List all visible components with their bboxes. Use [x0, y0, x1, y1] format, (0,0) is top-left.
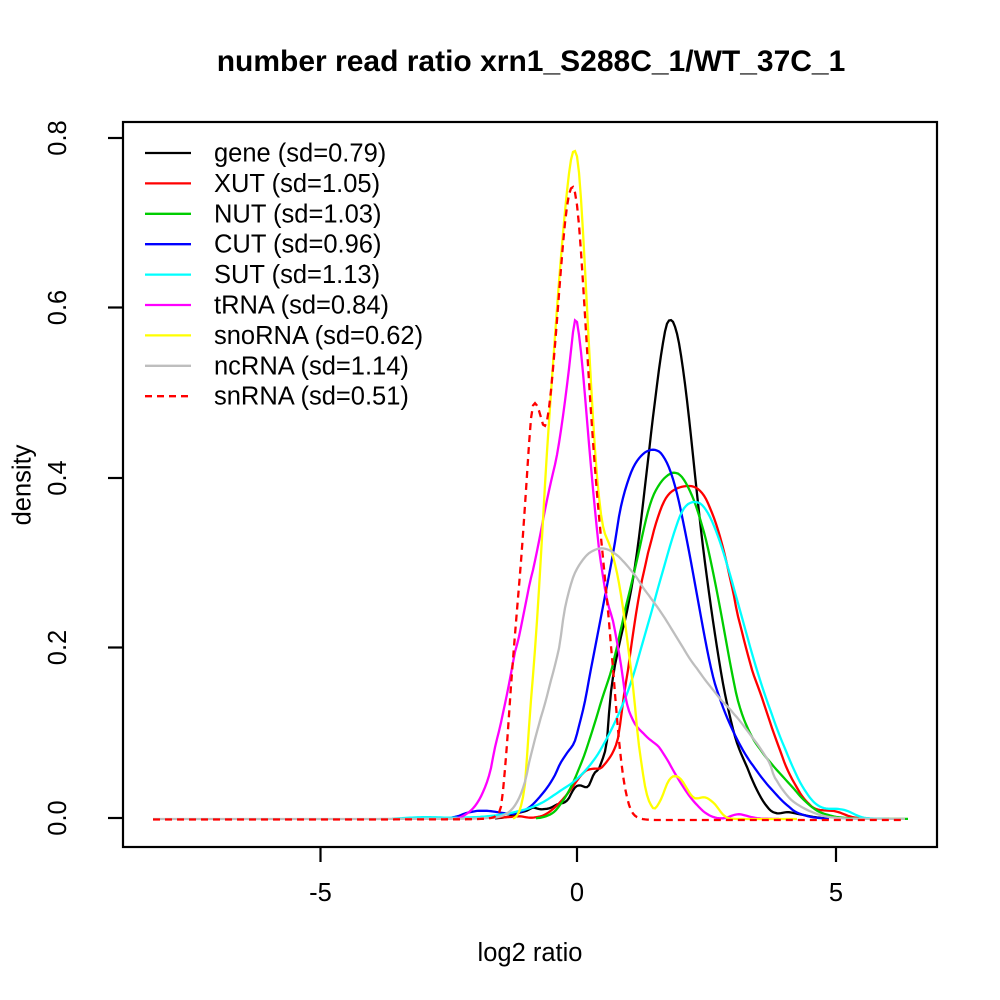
svg-text:0.0: 0.0 — [44, 800, 72, 835]
svg-text:SUT (sd=1.13): SUT (sd=1.13) — [214, 261, 380, 289]
svg-text:0.8: 0.8 — [44, 120, 72, 155]
svg-text:0.2: 0.2 — [44, 630, 72, 665]
svg-text:snRNA (sd=0.51): snRNA (sd=0.51) — [214, 383, 409, 411]
svg-text:gene (sd=0.79): gene (sd=0.79) — [214, 140, 386, 168]
svg-text:number read ratio xrn1_S288C_1: number read ratio xrn1_S288C_1/WT_37C_1 — [217, 45, 846, 78]
svg-text:density: density — [9, 444, 37, 525]
svg-text:NUT (sd=1.03): NUT (sd=1.03) — [214, 200, 381, 228]
svg-text:snoRNA (sd=0.62): snoRNA (sd=0.62) — [214, 322, 423, 350]
svg-text:CUT (sd=0.96): CUT (sd=0.96) — [214, 231, 381, 259]
svg-text:-5: -5 — [309, 879, 332, 907]
svg-text:0.6: 0.6 — [44, 290, 72, 325]
svg-text:0: 0 — [570, 879, 584, 907]
svg-text:tRNA (sd=0.84): tRNA (sd=0.84) — [214, 292, 389, 320]
svg-text:XUT (sd=1.05): XUT (sd=1.05) — [214, 170, 380, 198]
svg-text:ncRNA (sd=1.14): ncRNA (sd=1.14) — [214, 352, 409, 380]
svg-text:0.4: 0.4 — [44, 460, 72, 495]
svg-text:5: 5 — [829, 879, 843, 907]
svg-text:log2 ratio: log2 ratio — [478, 939, 583, 967]
